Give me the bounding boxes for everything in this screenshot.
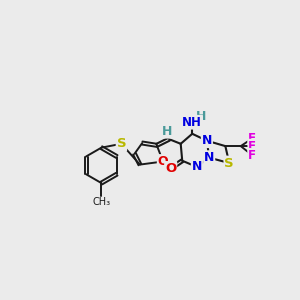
Text: NH: NH bbox=[182, 116, 202, 129]
Text: S: S bbox=[224, 157, 234, 169]
Text: N: N bbox=[192, 160, 202, 173]
Text: S: S bbox=[117, 137, 126, 150]
Text: O: O bbox=[158, 155, 168, 168]
Text: CH₃: CH₃ bbox=[92, 196, 110, 206]
Text: N: N bbox=[204, 151, 214, 164]
Text: O: O bbox=[165, 162, 176, 175]
Text: F: F bbox=[248, 132, 256, 145]
Text: N: N bbox=[202, 134, 212, 147]
Text: F: F bbox=[248, 149, 256, 162]
Text: H: H bbox=[196, 110, 206, 123]
Text: H: H bbox=[162, 125, 172, 138]
Text: F: F bbox=[248, 140, 256, 153]
